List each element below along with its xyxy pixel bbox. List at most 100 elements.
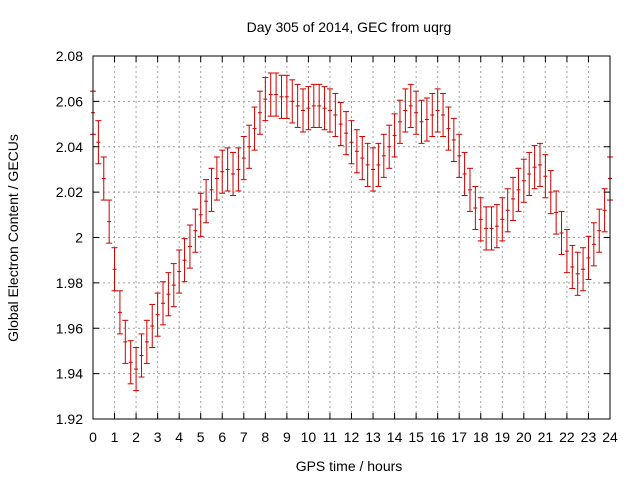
x-tick-label: 23 <box>581 429 597 445</box>
y-tick-label: 2.06 <box>56 93 83 109</box>
data-point <box>359 136 366 181</box>
data-point <box>160 281 167 326</box>
data-point <box>251 106 258 151</box>
data-point <box>186 224 193 269</box>
data-point <box>531 145 538 190</box>
data-point <box>246 124 253 169</box>
data-point <box>429 92 436 138</box>
data-point <box>569 244 576 290</box>
data-point <box>256 90 263 135</box>
x-tick-label: 4 <box>175 429 183 445</box>
data-point <box>396 99 403 144</box>
y-tick-label: 1.96 <box>56 320 83 336</box>
data-point <box>402 88 409 133</box>
y-tick-label: 2 <box>75 230 83 246</box>
data-point <box>181 238 188 283</box>
x-tick-label: 9 <box>283 429 291 445</box>
x-tick-label: 24 <box>602 429 618 445</box>
data-point <box>262 77 269 122</box>
data-point <box>580 247 587 292</box>
x-tick-label: 10 <box>301 429 317 445</box>
data-point <box>230 151 237 197</box>
data-point <box>240 136 247 181</box>
data-point <box>305 86 312 131</box>
data-point <box>111 247 118 292</box>
data-point <box>386 124 393 169</box>
data-point <box>326 88 333 133</box>
data-point <box>213 156 220 201</box>
data-point <box>95 120 102 165</box>
x-tick-label: 1 <box>111 429 119 445</box>
y-tick-label: 1.92 <box>56 411 83 427</box>
data-point <box>585 235 592 280</box>
x-tick-label: 15 <box>408 429 424 445</box>
data-point <box>197 192 204 237</box>
data-point <box>154 292 161 337</box>
data-point <box>440 92 447 138</box>
y-tick-label: 1.94 <box>56 366 83 382</box>
data-point <box>224 147 231 192</box>
data-point <box>380 133 387 178</box>
x-tick-label: 0 <box>89 429 97 445</box>
data-point <box>590 222 597 267</box>
data-point <box>332 92 339 138</box>
data-point <box>477 197 484 242</box>
data-point <box>413 90 420 135</box>
data-point <box>219 149 226 194</box>
x-tick-label: 8 <box>261 429 269 445</box>
y-tick-label: 2.02 <box>56 184 83 200</box>
y-tick-label: 2.04 <box>56 139 83 155</box>
data-point <box>407 83 414 128</box>
data-point <box>122 319 129 364</box>
data-point <box>203 179 210 224</box>
x-axis-label: GPS time / hours <box>296 458 403 474</box>
x-tick-label: 11 <box>323 429 338 445</box>
tick-layer: 0 1 2 3 4 5 6 7 8 9 10 11 12 13 14 15 16 17 18 19 20 21 22 23 24… <box>56 48 618 445</box>
data-point <box>267 72 274 117</box>
x-tick-label: 13 <box>365 429 381 445</box>
data-point <box>316 83 323 128</box>
data-point <box>391 113 398 158</box>
data-point <box>472 185 479 231</box>
data-point <box>165 272 172 317</box>
data-point <box>493 204 500 249</box>
data-point <box>434 88 441 133</box>
data-point <box>504 188 511 233</box>
data-point <box>515 167 522 212</box>
x-tick-label: 20 <box>516 429 532 445</box>
data-point <box>100 156 107 201</box>
y-tick-label: 2.08 <box>56 48 83 64</box>
data-point <box>520 158 527 203</box>
data-point <box>553 190 560 235</box>
data-layer <box>90 72 613 392</box>
x-tick-label: 14 <box>387 429 403 445</box>
data-point <box>310 83 317 128</box>
y-axis-label: Global Electron Content / GECUs <box>5 134 21 342</box>
data-point <box>116 290 123 335</box>
data-point <box>321 86 328 131</box>
data-point <box>558 210 565 256</box>
data-point <box>499 197 506 242</box>
x-tick-label: 21 <box>538 429 554 445</box>
data-point <box>601 188 608 233</box>
data-point <box>563 229 570 274</box>
data-point <box>294 83 301 128</box>
data-point <box>450 117 457 162</box>
x-tick-label: 12 <box>344 429 360 445</box>
data-point <box>445 106 452 151</box>
data-point <box>176 249 183 294</box>
data-point <box>278 74 285 119</box>
x-tick-label: 6 <box>218 429 226 445</box>
data-point <box>353 129 360 174</box>
data-point <box>143 319 150 364</box>
data-point <box>526 151 533 197</box>
data-point <box>127 340 134 385</box>
data-point <box>343 111 350 156</box>
x-tick-label: 2 <box>132 429 140 445</box>
x-tick-label: 3 <box>154 429 162 445</box>
data-point <box>192 208 199 253</box>
data-point <box>133 347 140 392</box>
data-point <box>283 74 290 119</box>
x-tick-label: 17 <box>451 429 467 445</box>
